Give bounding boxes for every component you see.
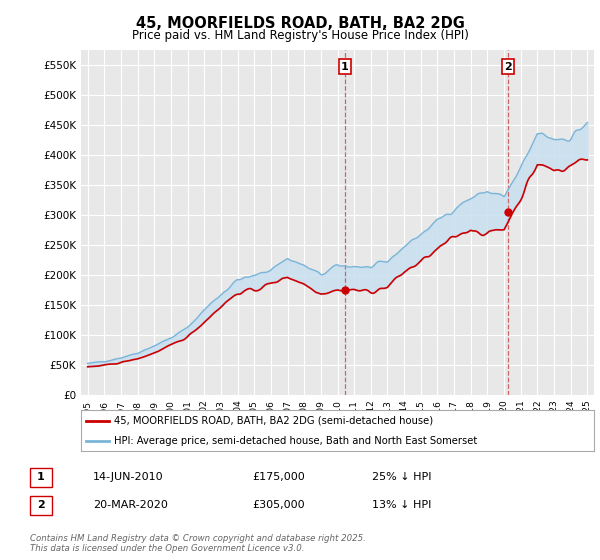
Text: 45, MOORFIELDS ROAD, BATH, BA2 2DG (semi-detached house): 45, MOORFIELDS ROAD, BATH, BA2 2DG (semi… xyxy=(115,416,433,426)
Text: £175,000: £175,000 xyxy=(252,472,305,482)
Text: Price paid vs. HM Land Registry's House Price Index (HPI): Price paid vs. HM Land Registry's House … xyxy=(131,29,469,42)
Text: Contains HM Land Registry data © Crown copyright and database right 2025.
This d: Contains HM Land Registry data © Crown c… xyxy=(30,534,366,553)
Text: 2: 2 xyxy=(37,500,44,510)
Text: 1: 1 xyxy=(37,472,44,482)
Text: £305,000: £305,000 xyxy=(252,500,305,510)
Text: 25% ↓ HPI: 25% ↓ HPI xyxy=(372,472,431,482)
Text: 13% ↓ HPI: 13% ↓ HPI xyxy=(372,500,431,510)
Text: 2: 2 xyxy=(505,62,512,72)
Text: HPI: Average price, semi-detached house, Bath and North East Somerset: HPI: Average price, semi-detached house,… xyxy=(115,436,478,446)
Text: 1: 1 xyxy=(341,62,349,72)
Text: 20-MAR-2020: 20-MAR-2020 xyxy=(93,500,168,510)
Text: 45, MOORFIELDS ROAD, BATH, BA2 2DG: 45, MOORFIELDS ROAD, BATH, BA2 2DG xyxy=(136,16,464,31)
Text: 14-JUN-2010: 14-JUN-2010 xyxy=(93,472,164,482)
